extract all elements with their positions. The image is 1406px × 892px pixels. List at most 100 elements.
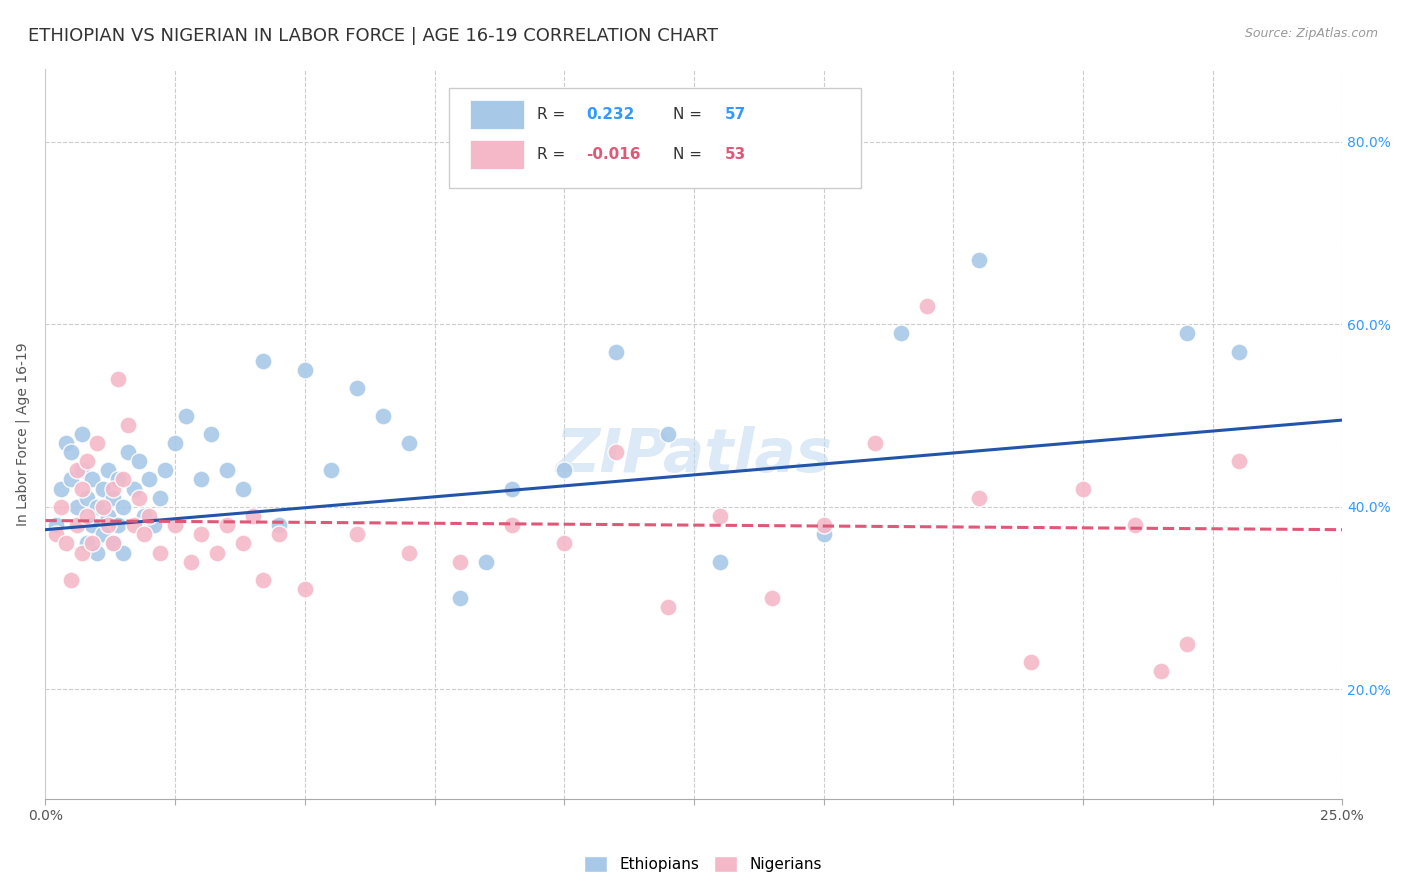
Point <box>813 518 835 533</box>
Point <box>65 463 87 477</box>
Point <box>294 363 316 377</box>
Text: ETHIOPIAN VS NIGERIAN IN LABOR FORCE | AGE 16-19 CORRELATION CHART: ETHIOPIAN VS NIGERIAN IN LABOR FORCE | A… <box>28 27 718 45</box>
Point <box>112 500 135 514</box>
Point <box>70 463 93 477</box>
Point <box>55 436 77 450</box>
Point <box>657 600 679 615</box>
Text: -0.016: -0.016 <box>586 147 641 162</box>
Legend: Ethiopians, Nigerians: Ethiopians, Nigerians <box>576 848 830 880</box>
Point <box>107 372 129 386</box>
Point <box>190 527 212 541</box>
Point <box>267 518 290 533</box>
Point <box>319 463 342 477</box>
Point <box>101 491 124 505</box>
Point <box>605 344 627 359</box>
Point <box>45 527 67 541</box>
Point <box>346 527 368 541</box>
Point <box>398 545 420 559</box>
Point <box>605 445 627 459</box>
Point <box>346 381 368 395</box>
Point <box>267 527 290 541</box>
Point <box>70 545 93 559</box>
Point <box>112 473 135 487</box>
Point <box>1227 454 1250 468</box>
Point <box>180 555 202 569</box>
Point <box>138 473 160 487</box>
Point <box>1071 482 1094 496</box>
FancyBboxPatch shape <box>470 140 524 169</box>
Point <box>232 482 254 496</box>
Point <box>1123 518 1146 533</box>
Point <box>76 491 98 505</box>
Point <box>91 500 114 514</box>
Point <box>101 536 124 550</box>
Point <box>917 299 939 313</box>
Text: N =: N = <box>673 107 707 122</box>
Point <box>501 482 523 496</box>
Point <box>553 463 575 477</box>
Point <box>200 426 222 441</box>
Point <box>475 555 498 569</box>
Point <box>82 518 104 533</box>
Point <box>761 591 783 606</box>
Point <box>60 473 83 487</box>
Point <box>709 555 731 569</box>
Point <box>174 409 197 423</box>
Point <box>501 518 523 533</box>
Point <box>107 518 129 533</box>
Point <box>107 473 129 487</box>
Point <box>190 473 212 487</box>
Point <box>91 482 114 496</box>
Point <box>215 463 238 477</box>
FancyBboxPatch shape <box>449 87 860 188</box>
Point <box>205 545 228 559</box>
Point <box>153 463 176 477</box>
Point <box>122 482 145 496</box>
Point <box>91 527 114 541</box>
Point <box>86 436 108 450</box>
Point <box>122 518 145 533</box>
Point <box>553 536 575 550</box>
Point <box>1175 326 1198 341</box>
Point <box>82 536 104 550</box>
Point <box>709 508 731 523</box>
Text: R =: R = <box>537 147 569 162</box>
Point <box>60 573 83 587</box>
Point <box>294 582 316 596</box>
Point <box>60 445 83 459</box>
Point <box>967 253 990 268</box>
Point <box>138 508 160 523</box>
Point <box>215 518 238 533</box>
Point <box>101 536 124 550</box>
Point <box>86 545 108 559</box>
Point <box>371 409 394 423</box>
Point <box>76 536 98 550</box>
Text: 57: 57 <box>725 107 747 122</box>
Point <box>1175 637 1198 651</box>
Text: 0.232: 0.232 <box>586 107 634 122</box>
Point <box>165 436 187 450</box>
Point <box>132 527 155 541</box>
Point <box>45 518 67 533</box>
Text: N =: N = <box>673 147 707 162</box>
Point <box>813 527 835 541</box>
Point <box>252 353 274 368</box>
Text: 53: 53 <box>725 147 747 162</box>
Point <box>70 482 93 496</box>
Point <box>65 500 87 514</box>
Point <box>101 482 124 496</box>
Point <box>242 508 264 523</box>
Point <box>86 500 108 514</box>
Text: ZIPatlas: ZIPatlas <box>555 426 832 485</box>
Point <box>398 436 420 450</box>
Point <box>128 491 150 505</box>
Point <box>143 518 166 533</box>
Point <box>97 508 120 523</box>
FancyBboxPatch shape <box>470 100 524 129</box>
Point <box>117 417 139 432</box>
Point <box>128 454 150 468</box>
Point <box>165 518 187 533</box>
Y-axis label: In Labor Force | Age 16-19: In Labor Force | Age 16-19 <box>15 342 30 525</box>
Point <box>1019 655 1042 669</box>
Point <box>657 426 679 441</box>
